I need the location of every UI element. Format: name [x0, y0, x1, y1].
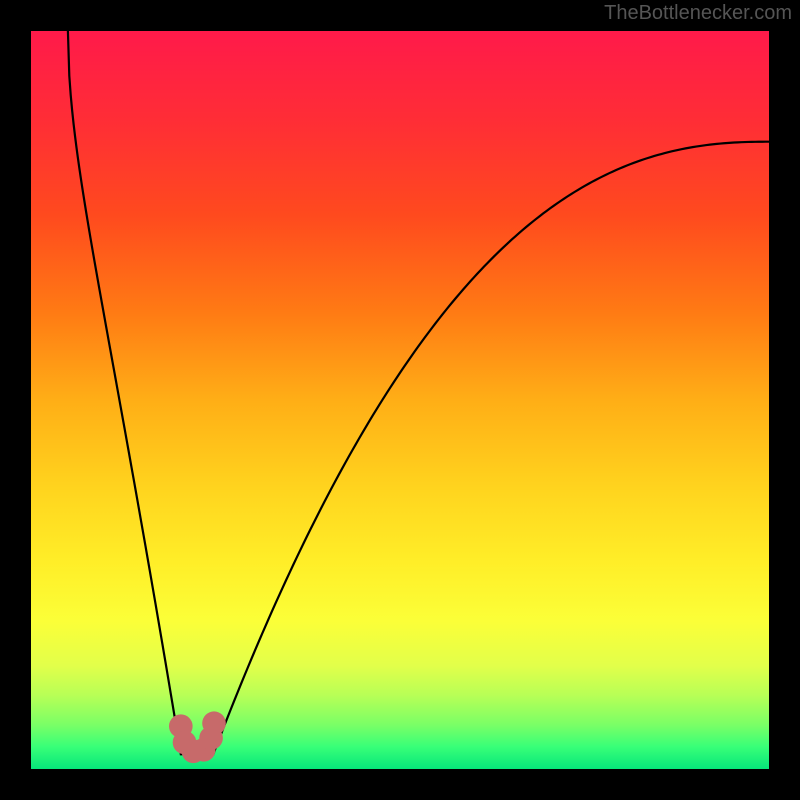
curve-layer — [0, 0, 800, 800]
bottleneck-curve — [68, 31, 769, 754]
chart-container: TheBottlenecker.com — [0, 0, 800, 800]
attribution-text: TheBottlenecker.com — [604, 2, 792, 25]
dip-marker — [169, 711, 226, 763]
